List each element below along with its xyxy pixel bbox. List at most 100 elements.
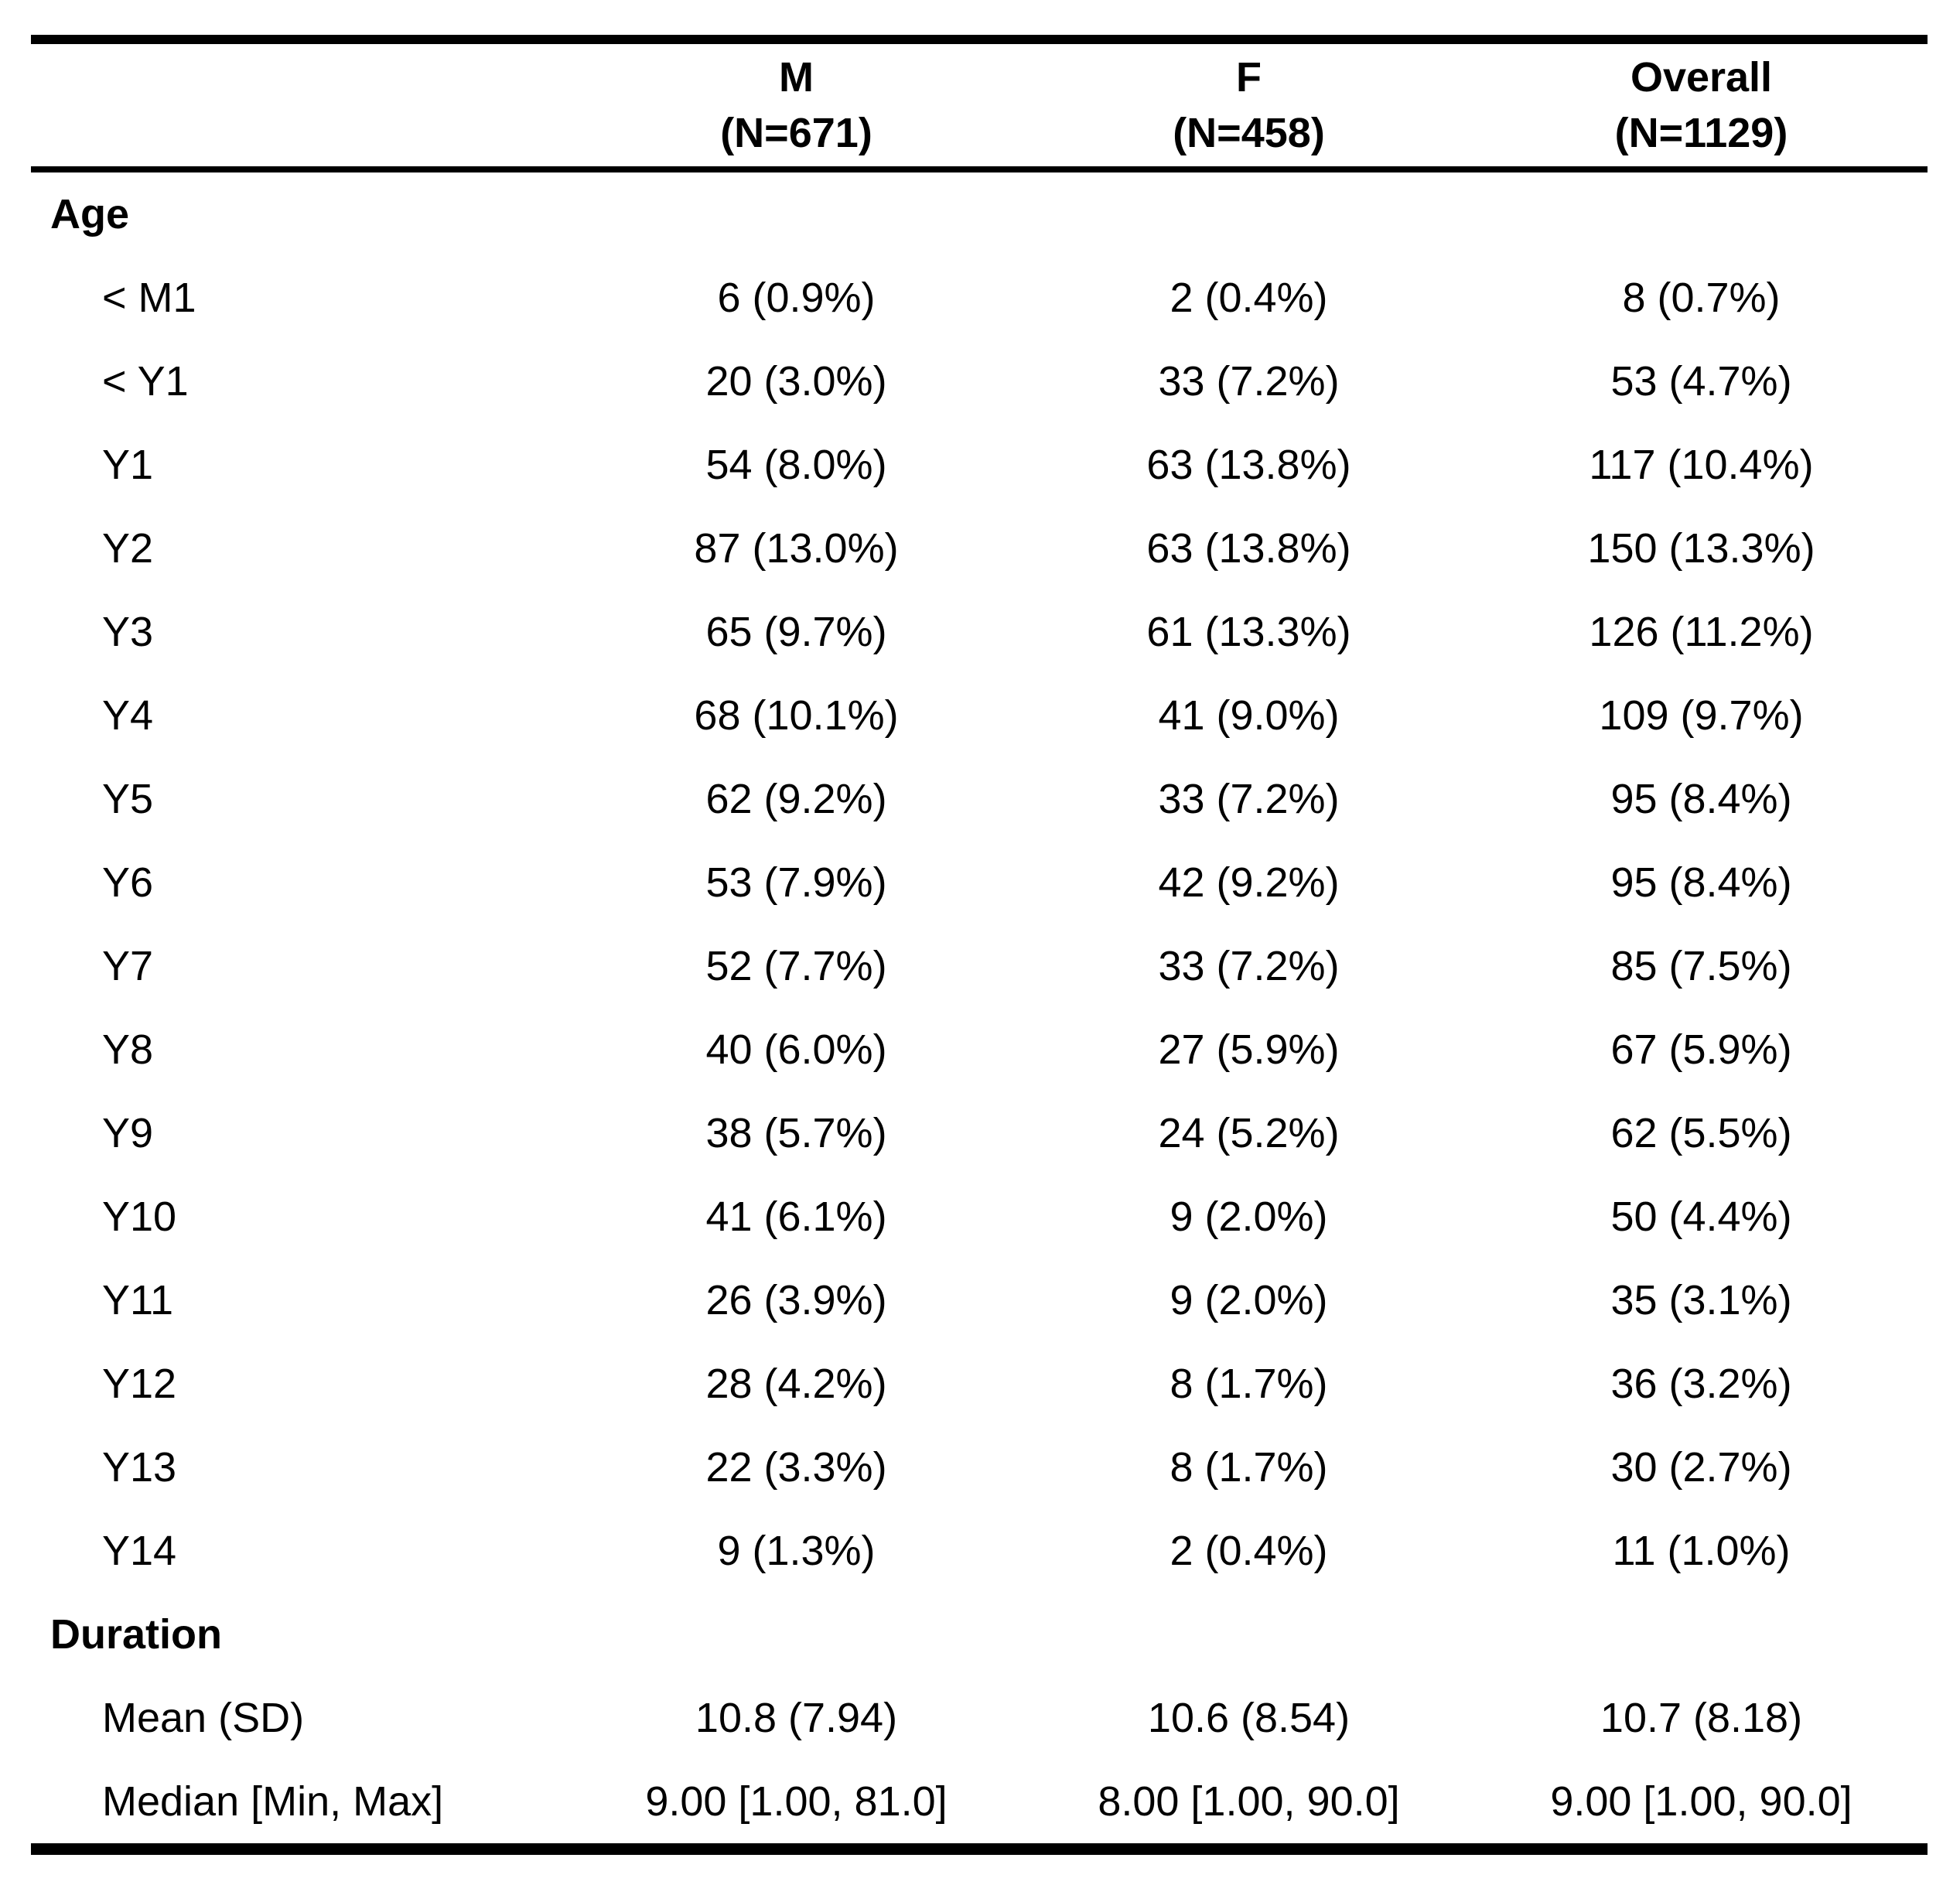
row-label: Y2 <box>102 525 154 572</box>
row-label: Y1 <box>102 442 154 488</box>
cell-value-m: 22 (3.3%) <box>705 1444 887 1491</box>
cell-value-m: 9.00 [1.00, 81.0] <box>645 1778 948 1825</box>
cell-value-m: 10.8 (7.94) <box>695 1695 898 1741</box>
section-header-duration: Duration <box>31 1593 1928 1676</box>
table-row: Y8 40 (6.0%) 27 (5.9%) 67 (5.9%) <box>31 1008 1928 1091</box>
table-row: Y12 28 (4.2%) 8 (1.7%) 36 (3.2%) <box>31 1342 1928 1426</box>
cell-value-overall: 95 (8.4%) <box>1610 776 1792 822</box>
cell-value-overall: 50 (4.4%) <box>1610 1194 1792 1240</box>
table-top-rule <box>31 35 1928 44</box>
cell-value-overall: 35 (3.1%) <box>1610 1277 1792 1323</box>
cell-value-m: 41 (6.1%) <box>705 1194 887 1240</box>
cell-value-overall: 8 (0.7%) <box>1622 275 1781 321</box>
section-header-age: Age <box>31 172 1928 256</box>
cell-value-f: 27 (5.9%) <box>1158 1026 1340 1073</box>
cell-value-f: 24 (5.2%) <box>1158 1110 1340 1156</box>
row-label: Y9 <box>102 1110 154 1156</box>
cell-value-overall: 95 (8.4%) <box>1610 859 1792 906</box>
cell-value-overall: 10.7 (8.18) <box>1600 1695 1803 1741</box>
table-row: Mean (SD) 10.8 (7.94) 10.6 (8.54) 10.7 (… <box>31 1676 1928 1760</box>
row-label: Y6 <box>102 859 154 906</box>
section-title: Age <box>50 191 130 237</box>
cell-value-m: 20 (3.0%) <box>705 358 887 405</box>
cell-value-f: 63 (13.8%) <box>1146 442 1351 488</box>
column-header-f: F (N=458) <box>1023 50 1475 161</box>
table-row: Y6 53 (7.9%) 42 (9.2%) 95 (8.4%) <box>31 841 1928 924</box>
table-row: < Y1 20 (3.0%) 33 (7.2%) 53 (4.7%) <box>31 340 1928 423</box>
table-row: Y7 52 (7.7%) 33 (7.2%) 85 (7.5%) <box>31 924 1928 1008</box>
cell-value-f: 8.00 [1.00, 90.0] <box>1098 1778 1400 1825</box>
column-header-overall-label: Overall <box>1630 54 1773 101</box>
cell-value-f: 2 (0.4%) <box>1170 275 1328 321</box>
column-header-m: M (N=671) <box>570 50 1023 161</box>
row-label: Y11 <box>102 1277 174 1323</box>
cell-value-f: 2 (0.4%) <box>1170 1528 1328 1574</box>
cell-value-overall: 117 (10.4%) <box>1589 442 1814 488</box>
header-divider-rule <box>31 166 1928 172</box>
table-row: Y13 22 (3.3%) 8 (1.7%) 30 (2.7%) <box>31 1426 1928 1509</box>
column-header-overall: Overall (N=1129) <box>1475 50 1928 161</box>
cell-value-overall: 85 (7.5%) <box>1610 943 1792 989</box>
cell-value-m: 28 (4.2%) <box>705 1361 887 1407</box>
cell-value-m: 26 (3.9%) <box>705 1277 887 1323</box>
column-header-m-label: M <box>779 54 814 101</box>
cell-value-overall: 11 (1.0%) <box>1612 1528 1791 1574</box>
cell-value-f: 61 (13.3%) <box>1146 609 1351 655</box>
summary-table: M (N=671) F (N=458) Overall (N=1129) Age… <box>31 35 1928 1855</box>
table-row: Y3 65 (9.7%) 61 (13.3%) 126 (11.2%) <box>31 590 1928 674</box>
table-row: Y4 68 (10.1%) 41 (9.0%) 109 (9.7%) <box>31 674 1928 757</box>
table-row: Y10 41 (6.1%) 9 (2.0%) 50 (4.4%) <box>31 1175 1928 1258</box>
cell-value-m: 6 (0.9%) <box>717 275 876 321</box>
column-header-f-label: F <box>1236 54 1262 101</box>
table-row: Y14 9 (1.3%) 2 (0.4%) 11 (1.0%) <box>31 1509 1928 1593</box>
table-bottom-rule <box>31 1843 1928 1855</box>
column-header-m-n: (N=671) <box>720 110 872 156</box>
cell-value-overall: 126 (11.2%) <box>1589 609 1814 655</box>
cell-value-f: 9 (2.0%) <box>1170 1277 1328 1323</box>
row-label: Y5 <box>102 776 154 822</box>
cell-value-m: 62 (9.2%) <box>705 776 887 822</box>
table-row: Y5 62 (9.2%) 33 (7.2%) 95 (8.4%) <box>31 757 1928 841</box>
cell-value-m: 65 (9.7%) <box>705 609 887 655</box>
table-row: Y2 87 (13.0%) 63 (13.8%) 150 (13.3%) <box>31 507 1928 590</box>
row-label: < Y1 <box>102 358 189 405</box>
table-row: Y11 26 (3.9%) 9 (2.0%) 35 (3.1%) <box>31 1258 1928 1342</box>
table-row: Y9 38 (5.7%) 24 (5.2%) 62 (5.5%) <box>31 1091 1928 1175</box>
section-title: Duration <box>50 1611 222 1658</box>
cell-value-f: 9 (2.0%) <box>1170 1194 1328 1240</box>
cell-value-m: 87 (13.0%) <box>694 525 899 572</box>
cell-value-m: 54 (8.0%) <box>705 442 887 488</box>
table-row: < M1 6 (0.9%) 2 (0.4%) 8 (0.7%) <box>31 256 1928 340</box>
table-body: Age < M1 6 (0.9%) 2 (0.4%) 8 (0.7%) < Y1… <box>31 172 1928 1843</box>
row-label: Y4 <box>102 692 154 739</box>
cell-value-overall: 53 (4.7%) <box>1610 358 1792 405</box>
cell-value-overall: 150 (13.3%) <box>1587 525 1815 572</box>
row-label: Y10 <box>102 1194 177 1240</box>
row-label: Median [Min, Max] <box>102 1778 444 1825</box>
table-header-row: M (N=671) F (N=458) Overall (N=1129) <box>31 44 1928 166</box>
column-header-overall-n: (N=1129) <box>1614 110 1788 156</box>
cell-value-f: 33 (7.2%) <box>1158 943 1340 989</box>
table-row: Median [Min, Max] 9.00 [1.00, 81.0] 8.00… <box>31 1760 1928 1843</box>
cell-value-overall: 9.00 [1.00, 90.0] <box>1550 1778 1852 1825</box>
cell-value-f: 8 (1.7%) <box>1170 1361 1328 1407</box>
cell-value-overall: 62 (5.5%) <box>1610 1110 1792 1156</box>
cell-value-overall: 109 (9.7%) <box>1599 692 1804 739</box>
cell-value-m: 53 (7.9%) <box>705 859 887 906</box>
cell-value-overall: 67 (5.9%) <box>1610 1026 1792 1073</box>
row-label: Y3 <box>102 609 154 655</box>
cell-value-f: 8 (1.7%) <box>1170 1444 1328 1491</box>
row-label: Y13 <box>102 1444 177 1491</box>
cell-value-f: 10.6 (8.54) <box>1147 1695 1350 1741</box>
cell-value-m: 52 (7.7%) <box>705 943 887 989</box>
cell-value-m: 38 (5.7%) <box>705 1110 887 1156</box>
row-label: Mean (SD) <box>102 1695 305 1741</box>
row-label: Y7 <box>102 943 154 989</box>
table-row: Y1 54 (8.0%) 63 (13.8%) 117 (10.4%) <box>31 423 1928 507</box>
cell-value-f: 33 (7.2%) <box>1158 358 1340 405</box>
row-label: < M1 <box>102 275 196 321</box>
cell-value-f: 33 (7.2%) <box>1158 776 1340 822</box>
cell-value-overall: 30 (2.7%) <box>1610 1444 1792 1491</box>
row-label: Y12 <box>102 1361 177 1407</box>
cell-value-overall: 36 (3.2%) <box>1610 1361 1792 1407</box>
